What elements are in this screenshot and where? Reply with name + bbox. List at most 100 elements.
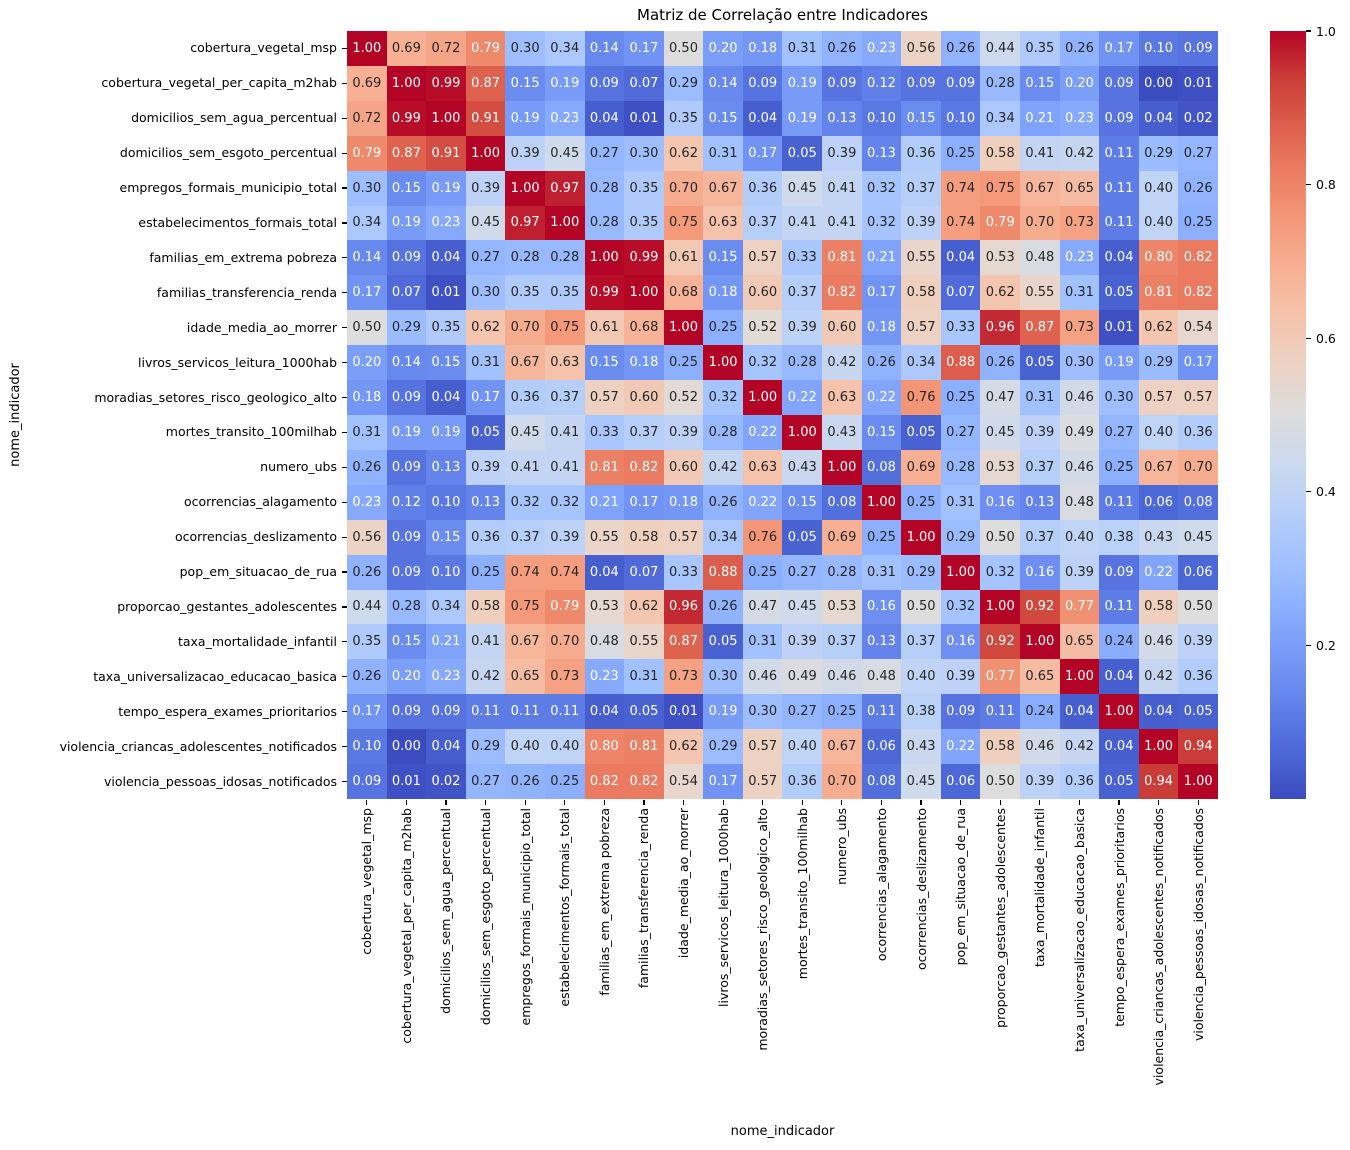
heatmap-cell: 0.26 — [505, 764, 545, 799]
x-tick-mark — [405, 800, 407, 805]
y-tick-mark — [342, 431, 347, 434]
heatmap-cell: 0.14 — [347, 240, 387, 276]
heatmap-cell: 1.00 — [822, 449, 862, 485]
heatmap-cell: 0.25 — [822, 694, 862, 730]
heatmap-cell: 0.10 — [940, 100, 981, 136]
heatmap-cell: 0.15 — [703, 100, 743, 136]
heatmap-cell: 0.25 — [1178, 205, 1218, 241]
y-tick-mark — [342, 222, 347, 224]
heatmap-cell: 0.57 — [663, 519, 704, 555]
heatmap-cell: 0.31 — [624, 659, 664, 695]
heatmap-cell: 0.57 — [584, 380, 625, 415]
heatmap-cell: 0.77 — [980, 659, 1021, 695]
heatmap-cell: 0.08 — [861, 764, 902, 799]
heatmap-cell: 0.53 — [584, 589, 625, 625]
heatmap-cell: 0.23 — [584, 659, 625, 695]
x-tick-mark — [524, 800, 526, 805]
heatmap-cell: 0.39 — [505, 135, 545, 171]
heatmap-cell: 0.25 — [901, 484, 941, 520]
heatmap-cell: 0.09 — [1178, 31, 1218, 66]
heatmap-cell: 0.35 — [426, 310, 466, 346]
heatmap-cell: 0.02 — [1178, 100, 1218, 136]
heatmap-cell: 0.04 — [1138, 694, 1179, 730]
heatmap-cell: 0.09 — [940, 694, 981, 730]
heatmap-cell: 0.29 — [663, 65, 704, 101]
heatmap-cell: 0.08 — [861, 449, 902, 485]
heatmap-cell: 0.11 — [1099, 135, 1139, 171]
heatmap-cell: 0.27 — [1178, 135, 1218, 171]
heatmap-cell: 0.09 — [1099, 100, 1139, 136]
heatmap-cell: 0.46 — [1059, 449, 1100, 485]
y-tick-label: familias_transferencia_renda — [156, 284, 337, 300]
heatmap-cell: 0.22 — [861, 380, 902, 415]
heatmap-cell: 0.92 — [980, 624, 1021, 660]
colorbar-tick-label: 0.6 — [1316, 330, 1336, 346]
x-tick-label: proporcao_gestantes_adolescentes — [992, 808, 1008, 1028]
y-tick-label: mortes_transito_100milhab — [165, 424, 337, 440]
heatmap-cell: 0.24 — [1020, 694, 1060, 730]
heatmap-cell: 0.29 — [1138, 135, 1179, 171]
heatmap-cell: 0.58 — [465, 589, 506, 625]
heatmap-cell: 0.19 — [544, 65, 585, 101]
heatmap-cell: 0.40 — [1138, 205, 1179, 241]
heatmap-cell: 0.42 — [465, 659, 506, 695]
heatmap-cell: 0.99 — [426, 65, 466, 101]
heatmap-cell: 0.73 — [544, 659, 585, 695]
heatmap-cell: 0.42 — [822, 345, 862, 381]
y-tick-label: ocorrencias_deslizamento — [175, 529, 337, 545]
heatmap-cell: 0.62 — [465, 310, 506, 346]
y-tick-mark — [342, 536, 347, 538]
heatmap-cell: 0.35 — [505, 275, 545, 311]
heatmap-cell: 0.23 — [426, 205, 466, 241]
heatmap-cell: 0.04 — [1099, 729, 1139, 765]
heatmap-cell: 0.10 — [861, 100, 902, 136]
x-tick-label: cobertura_vegetal_per_capita_m2hab — [398, 808, 414, 1044]
heatmap-cell: 0.28 — [584, 205, 625, 241]
y-tick-mark — [342, 362, 347, 364]
heatmap-cell: 0.17 — [703, 764, 743, 799]
heatmap-cell: 0.21 — [861, 240, 902, 276]
heatmap-cell: 1.00 — [861, 484, 902, 520]
heatmap-cell: 0.27 — [940, 415, 981, 450]
heatmap-cell: 0.31 — [742, 624, 783, 660]
heatmap-cell: 0.32 — [544, 484, 585, 520]
x-tick-label: cobertura_vegetal_msp — [359, 808, 375, 955]
heatmap-cell: 0.01 — [624, 100, 664, 136]
heatmap-cell: 0.42 — [703, 449, 743, 485]
heatmap-cell: 0.09 — [1099, 65, 1139, 101]
heatmap-cell: 0.35 — [624, 205, 664, 241]
heatmap-cell: 0.13 — [861, 624, 902, 660]
heatmap-cell: 0.81 — [1138, 275, 1179, 311]
y-tick-label: moradias_setores_risco_geologico_alto — [94, 389, 337, 405]
x-tick-label: violencia_criancas_adolescentes_notifica… — [1151, 808, 1167, 1086]
heatmap-cell: 0.41 — [544, 415, 585, 450]
heatmap-cell: 0.41 — [465, 624, 506, 660]
heatmap-cell: 0.81 — [624, 729, 664, 765]
heatmap-cell: 0.31 — [940, 484, 981, 520]
heatmap-cell: 0.26 — [861, 345, 902, 381]
heatmap-cell: 0.69 — [901, 449, 941, 485]
heatmap-cell: 0.30 — [347, 170, 387, 206]
heatmap-cell: 0.82 — [624, 764, 664, 799]
x-tick-label: domicilios_sem_agua_percentual — [438, 808, 454, 1014]
heatmap-cell: 1.00 — [426, 100, 466, 136]
heatmap-cell: 0.34 — [544, 31, 585, 66]
heatmap-cell: 0.47 — [742, 589, 783, 625]
heatmap-cell: 0.16 — [980, 484, 1021, 520]
heatmap-cell: 0.32 — [505, 484, 545, 520]
heatmap-cell: 0.04 — [426, 729, 466, 765]
heatmap-cell: 0.26 — [940, 31, 981, 66]
heatmap-cell: 0.15 — [703, 240, 743, 276]
heatmap-cell: 0.40 — [901, 659, 941, 695]
y-tick-label: familias_em_extrema pobreza — [149, 249, 337, 265]
heatmap-cell: 0.45 — [980, 415, 1021, 450]
heatmap-cell: 1.00 — [1059, 659, 1100, 695]
x-tick-mark — [1158, 800, 1160, 805]
y-tick-mark — [342, 711, 347, 713]
heatmap-cell: 0.09 — [347, 764, 387, 799]
x-tick-mark — [801, 800, 803, 805]
heatmap-cell: 0.36 — [742, 170, 783, 206]
heatmap-cell: 0.41 — [544, 449, 585, 485]
x-tick-mark — [762, 800, 764, 805]
heatmap-cell: 0.61 — [584, 310, 625, 346]
